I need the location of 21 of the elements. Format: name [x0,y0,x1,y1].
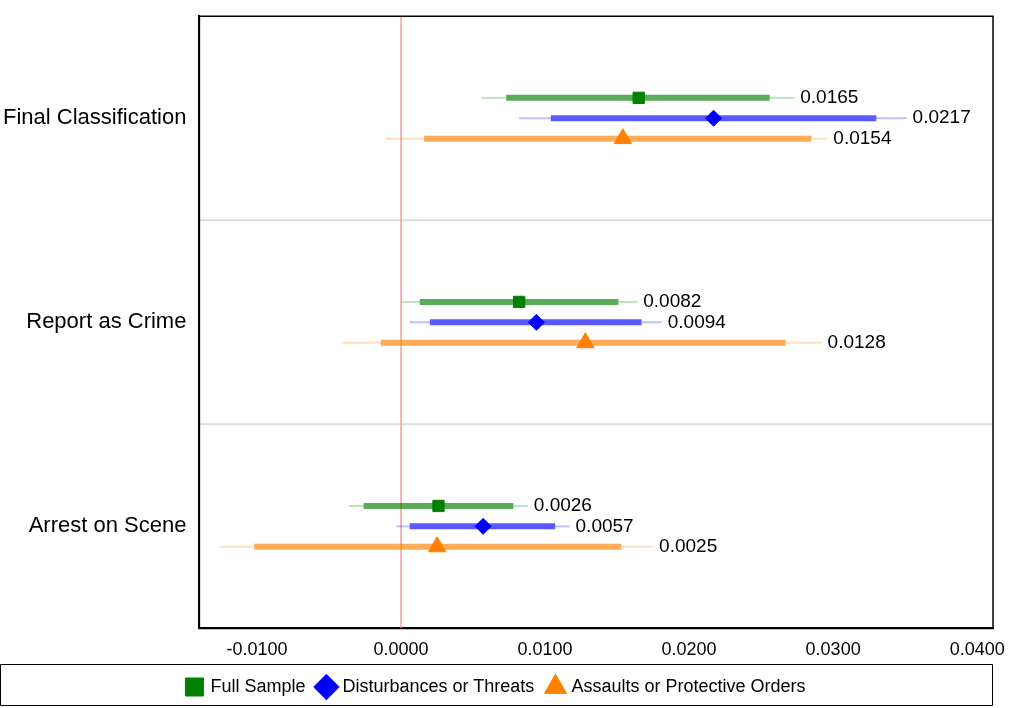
x-tick-label: 0.0300 [805,639,861,660]
annotation: 0.0026 [533,494,592,516]
y-tick-label: Arrest on Scene [28,512,187,538]
x-tick-label: 0.0400 [949,639,1005,660]
annotation: 0.0082 [643,290,702,312]
legend-label: Assaults or Protective Orders [571,675,806,696]
annotation: 0.0057 [575,514,634,536]
x-tick-label: 0.0100 [517,639,573,660]
annotation: 0.0128 [827,330,886,352]
annotation: 0.0217 [912,106,971,128]
annotation: 0.0025 [659,535,718,557]
legend-label: Disturbances or Threats [342,675,535,696]
x-tick-label: 0.0000 [373,639,429,660]
y-tick-label: Report as Crime [26,308,187,334]
annotation: 0.0154 [833,126,892,148]
annotation: 0.0094 [667,310,727,332]
annotation: 0.0165 [800,86,859,108]
x-tick-label: 0.0200 [661,639,717,660]
legend-label: Full Sample [210,675,306,696]
x-tick-label: -0.0100 [226,639,288,660]
y-tick-label: Final Classification [3,104,187,130]
